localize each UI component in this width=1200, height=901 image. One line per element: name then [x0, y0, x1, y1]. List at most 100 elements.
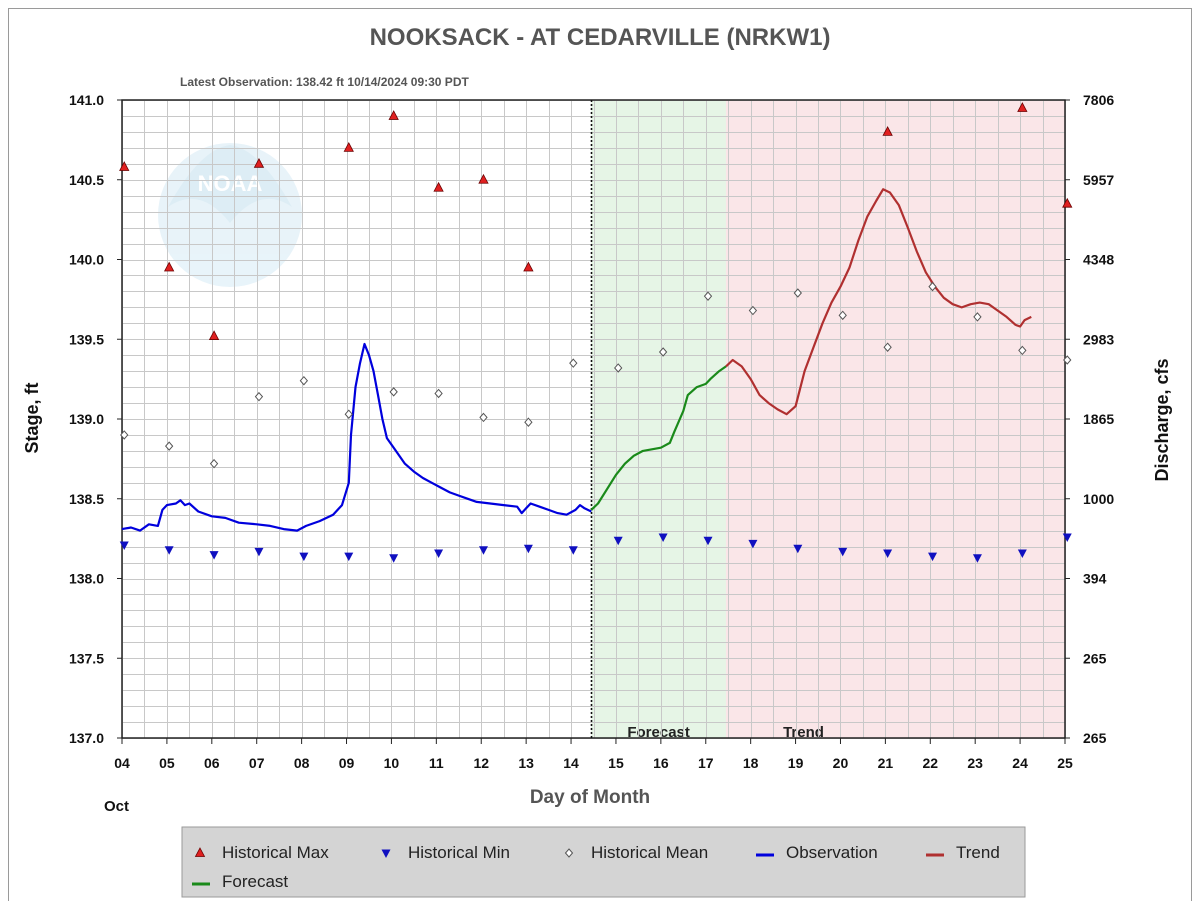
- historical-max-marker: [1062, 197, 1073, 208]
- y-right-tick-label: 1000: [1083, 491, 1114, 507]
- historical-max-marker: [523, 261, 534, 272]
- x-tick-label: 22: [922, 755, 938, 771]
- historical-mean-marker: [164, 441, 174, 451]
- historical-min-marker: [478, 546, 488, 555]
- historical-mean-marker: [793, 288, 802, 298]
- y-right-tick-label: 5957: [1083, 172, 1114, 188]
- x-tick-label: 07: [249, 755, 265, 771]
- y-right-tick-label: 265: [1083, 650, 1107, 666]
- series-trend-line: [725, 188, 1032, 416]
- historical-mean-marker: [299, 375, 309, 386]
- y-right-tick-label: 394: [1083, 571, 1107, 587]
- y-right-tick-label: 7806: [1083, 92, 1114, 108]
- y-left-tick-label: 137.5: [69, 650, 104, 666]
- y-left-tick-label: 139.5: [69, 331, 104, 347]
- grid-lines: [122, 100, 1066, 739]
- chart-frame: [8, 8, 1192, 901]
- historical-max-marker: [882, 126, 893, 136]
- y-left-tick-label: 138.0: [69, 571, 104, 587]
- historical-max-marker: [433, 181, 444, 192]
- x-tick-label: 19: [788, 755, 804, 771]
- legend-historical-mean-label: Historical Mean: [591, 843, 708, 862]
- historical-min-marker: [209, 551, 219, 560]
- historical-min-marker: [838, 547, 848, 557]
- x-tick-label: 23: [967, 755, 983, 771]
- region-forecast-label: Forecast: [627, 724, 690, 741]
- y-left-tick-label: 137.0: [69, 730, 104, 746]
- historical-max-marker: [343, 141, 354, 152]
- y-left-tick-label: 139.0: [69, 411, 104, 427]
- historical-max-marker: [388, 110, 399, 120]
- x-tick-label: 11: [429, 755, 444, 771]
- y-axis-left-label: Stage, ft: [22, 382, 42, 453]
- historical-min-marker: [613, 536, 623, 546]
- historical-min-marker: [972, 554, 982, 563]
- historical-min-marker: [793, 544, 803, 554]
- x-tick-label: 12: [473, 755, 489, 771]
- legend-historical-min-symbol: [381, 849, 391, 858]
- x-axis-label: Day of Month: [530, 787, 650, 808]
- historical-mean-marker: [838, 310, 847, 321]
- x-tick-label: 08: [294, 755, 310, 771]
- x-tick-label: 20: [833, 755, 849, 771]
- legend-forecast-label: Forecast: [222, 872, 288, 891]
- historical-min-marker: [299, 552, 309, 562]
- historical-min-marker: [703, 536, 713, 546]
- historical-min-marker: [389, 554, 399, 563]
- x-tick-label: 24: [1012, 755, 1028, 771]
- y-left-tick-label: 140.0: [69, 252, 104, 268]
- historical-max-marker: [253, 157, 265, 168]
- y-right-tick-label: 265: [1083, 730, 1107, 746]
- historical-max-marker: [478, 173, 489, 184]
- x-tick-label: 17: [698, 755, 714, 771]
- legend-historical-mean-symbol: [564, 848, 574, 858]
- x-axis-month-label: Oct: [104, 798, 129, 815]
- historical-min-marker: [568, 546, 578, 555]
- historical-mean-marker: [614, 363, 623, 373]
- legend-historical-max-label: Historical Max: [222, 843, 329, 862]
- x-tick-label: 04: [114, 755, 130, 771]
- y-right-tick-label: 4348: [1083, 252, 1114, 268]
- historical-mean-marker: [1018, 345, 1027, 356]
- x-tick-label: 16: [653, 755, 669, 771]
- x-tick-label: 09: [339, 755, 355, 771]
- historical-min-marker: [1017, 549, 1027, 558]
- historical-mean-marker: [748, 305, 758, 316]
- x-tick-label: 15: [608, 755, 624, 771]
- x-tick-label: 25: [1057, 755, 1073, 771]
- historical-mean-marker: [209, 458, 219, 469]
- historical-mean-marker: [120, 430, 129, 440]
- historical-max-marker: [1017, 102, 1028, 112]
- y-right-tick-label: 1865: [1083, 411, 1114, 427]
- historical-mean-marker: [569, 358, 578, 368]
- historical-mean-marker: [703, 291, 713, 301]
- historical-min-marker: [928, 552, 938, 562]
- historical-min-marker: [344, 552, 354, 562]
- historical-max-marker: [163, 261, 175, 272]
- region-trend-label: Trend: [783, 724, 824, 741]
- historical-mean-marker: [344, 409, 353, 419]
- x-tick-label: 14: [563, 755, 579, 771]
- legend-trend-label: Trend: [956, 843, 1000, 862]
- historical-min-marker: [523, 544, 533, 554]
- x-tick-label: 10: [384, 755, 400, 771]
- noaa-logo-text: NOAA: [198, 171, 263, 196]
- legend-observation-label: Observation: [786, 843, 878, 862]
- legend-historical-max-symbol: [194, 847, 206, 857]
- x-tick-label: 18: [743, 755, 759, 771]
- latest-observation-note: Latest Observation: 138.42 ft 10/14/2024…: [180, 75, 469, 89]
- historical-mean-marker: [883, 342, 892, 352]
- historical-max-marker: [119, 161, 130, 171]
- historical-min-marker: [254, 547, 264, 557]
- y-left-tick-label: 141.0: [69, 92, 104, 108]
- historical-mean-marker: [1063, 355, 1072, 365]
- historical-min-marker: [1062, 533, 1072, 543]
- series-forecast-line: [590, 365, 727, 511]
- y-right-tick-label: 2983: [1083, 331, 1114, 347]
- historical-min-marker: [883, 549, 893, 558]
- y-axis-right-label: Discharge, cfs: [1152, 358, 1172, 481]
- historical-min-marker: [434, 549, 444, 558]
- x-tick-label: 13: [518, 755, 534, 771]
- historical-max-marker: [208, 330, 220, 340]
